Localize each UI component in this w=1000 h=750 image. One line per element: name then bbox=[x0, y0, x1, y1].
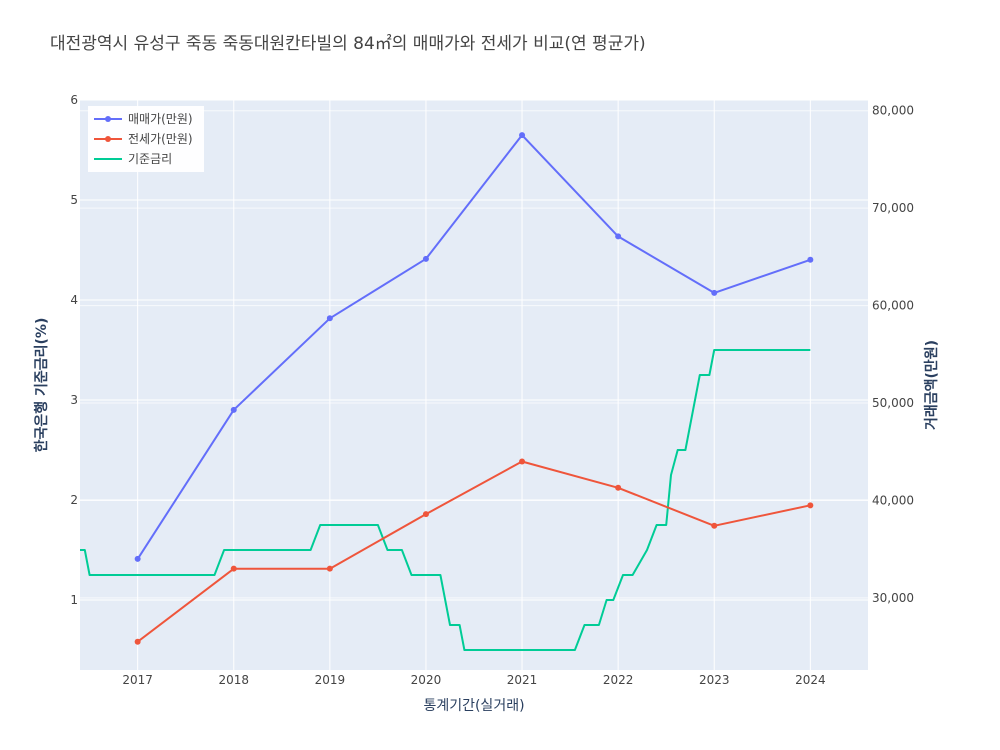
x-axis-ticks: 2017 2018 2019 2020 2021 2022 2023 2024 bbox=[122, 673, 825, 687]
data-point-1 bbox=[711, 522, 718, 529]
x-tick-label: 2017 bbox=[122, 673, 153, 687]
data-point-0 bbox=[807, 256, 814, 263]
legend-label[interactable]: 매매가(만원) bbox=[128, 112, 193, 126]
chart-title: 대전광역시 유성구 죽동 죽동대원칸타빌의 84㎡의 매매가와 전세가 비교(연… bbox=[50, 34, 646, 54]
right-y-tick-label: 70,000 bbox=[872, 201, 914, 215]
series-line-0 bbox=[136, 134, 811, 560]
data-point-0 bbox=[615, 233, 622, 240]
x-axis-title: 통계기간(실거래) bbox=[423, 698, 524, 714]
left-y-tick-label: 6 bbox=[70, 93, 78, 107]
x-tick-label: 2021 bbox=[507, 673, 538, 687]
x-tick-label: 2023 bbox=[699, 673, 730, 687]
data-point-0 bbox=[711, 289, 718, 296]
series-line-1 bbox=[137, 460, 811, 643]
data-point-0 bbox=[134, 555, 141, 562]
plot-area bbox=[80, 100, 868, 670]
x-tick-label: 2022 bbox=[603, 673, 634, 687]
data-point-0 bbox=[230, 406, 237, 413]
data-point-1 bbox=[134, 638, 141, 645]
series-layer bbox=[80, 132, 814, 651]
right-axis-ticks: 30,000 40,000 50,000 60,000 70,000 80,000 bbox=[872, 104, 914, 605]
legend[interactable]: 매매가(만원) 전세가(만원) 기준금리 bbox=[88, 106, 204, 172]
left-y-tick-label: 4 bbox=[70, 293, 78, 307]
series-line-2 bbox=[80, 349, 811, 651]
data-point-0 bbox=[422, 255, 429, 262]
legend-marker bbox=[105, 116, 111, 122]
right-y-tick-label: 40,000 bbox=[872, 493, 914, 507]
right-axis-title: 거래금액(만원) bbox=[923, 340, 940, 430]
x-tick-label: 2020 bbox=[411, 673, 442, 687]
x-tick-label: 2018 bbox=[218, 673, 249, 687]
right-y-tick-label: 50,000 bbox=[872, 396, 914, 410]
data-point-1 bbox=[326, 565, 333, 572]
data-point-0 bbox=[326, 315, 333, 322]
x-tick-label: 2019 bbox=[315, 673, 346, 687]
left-y-tick-label: 3 bbox=[70, 393, 78, 407]
right-y-tick-label: 60,000 bbox=[872, 299, 914, 313]
legend-label[interactable]: 전세가(만원) bbox=[128, 132, 193, 146]
left-y-tick-label: 5 bbox=[70, 193, 78, 207]
left-y-tick-label: 1 bbox=[70, 593, 78, 607]
right-y-tick-label: 80,000 bbox=[872, 104, 914, 118]
data-point-1 bbox=[615, 484, 622, 491]
x-tick-label: 2024 bbox=[795, 673, 826, 687]
grid bbox=[80, 99, 868, 670]
left-axis-title: 한국은행 기준금리(%) bbox=[34, 318, 50, 453]
left-y-tick-label: 2 bbox=[70, 493, 78, 507]
right-y-tick-label: 30,000 bbox=[872, 591, 914, 605]
legend-label[interactable]: 기준금리 bbox=[128, 152, 172, 166]
data-point-0 bbox=[519, 132, 526, 139]
left-axis-ticks: 1 2 3 4 5 6 bbox=[70, 93, 78, 607]
legend-marker bbox=[105, 136, 111, 142]
data-point-1 bbox=[230, 565, 237, 572]
data-point-1 bbox=[422, 511, 429, 518]
data-point-1 bbox=[519, 458, 526, 465]
data-point-1 bbox=[807, 502, 814, 509]
